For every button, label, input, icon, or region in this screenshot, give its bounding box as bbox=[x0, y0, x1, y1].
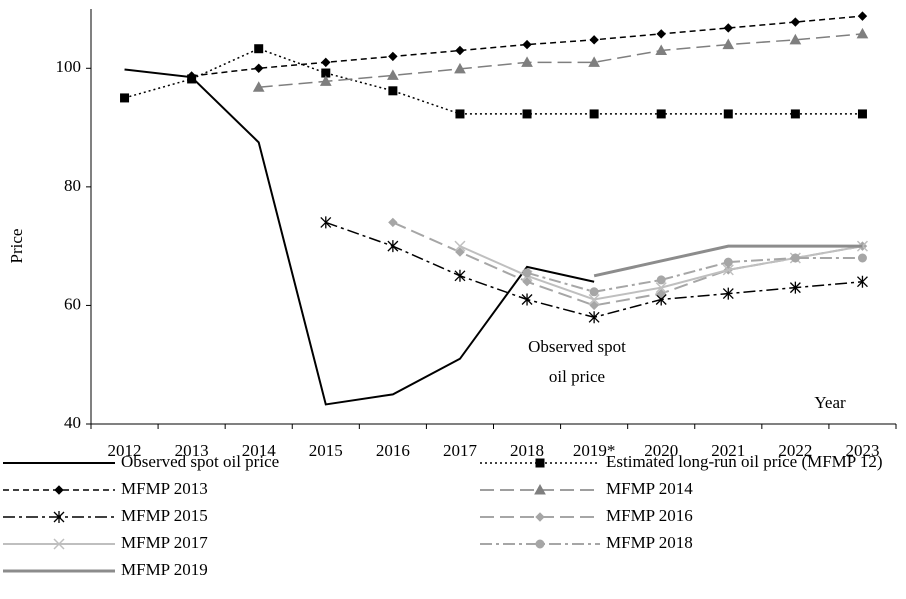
marker bbox=[455, 247, 465, 257]
marker bbox=[589, 300, 599, 311]
marker bbox=[722, 264, 734, 276]
marker bbox=[522, 39, 532, 50]
marker bbox=[789, 281, 801, 294]
series-line bbox=[593, 244, 863, 278]
marker bbox=[455, 45, 465, 56]
marker bbox=[856, 27, 869, 39]
marker bbox=[320, 216, 332, 229]
x-tick-label: 2023 bbox=[845, 441, 879, 460]
x-axis-label: Year bbox=[814, 393, 846, 412]
marker bbox=[588, 56, 600, 67]
y-tick-label: 100 bbox=[56, 57, 82, 76]
x-tick-label: 2019* bbox=[573, 441, 616, 460]
marker bbox=[589, 287, 599, 297]
x-tick-label: 2015 bbox=[309, 441, 343, 460]
marker bbox=[656, 288, 666, 299]
marker bbox=[723, 257, 733, 267]
legend-label: Estimated long-run oil price (MFMP 12) bbox=[606, 452, 883, 471]
marker bbox=[388, 217, 398, 228]
marker bbox=[589, 35, 599, 45]
x-tick-label: 2020 bbox=[644, 441, 678, 460]
legend-label: MFMP 2016 bbox=[606, 506, 693, 525]
legend-label: Observed spot oil price bbox=[121, 452, 279, 471]
marker bbox=[790, 253, 800, 263]
marker bbox=[454, 240, 466, 252]
marker bbox=[722, 287, 734, 300]
marker bbox=[789, 33, 802, 45]
legend-marker bbox=[54, 485, 64, 495]
legend-marker bbox=[53, 511, 65, 523]
marker bbox=[857, 253, 867, 263]
annotation: oil price bbox=[549, 367, 605, 386]
legend-label: MFMP 2014 bbox=[606, 479, 693, 498]
legend-label: MFMP 2018 bbox=[606, 533, 693, 552]
legend-label: MFMP 2017 bbox=[121, 533, 208, 552]
marker bbox=[522, 109, 532, 119]
marker bbox=[656, 109, 666, 119]
marker bbox=[388, 86, 398, 96]
marker bbox=[388, 51, 398, 62]
marker bbox=[522, 268, 532, 278]
y-tick-label: 40 bbox=[64, 413, 81, 432]
marker bbox=[856, 275, 868, 288]
legend-label: MFMP 2015 bbox=[121, 506, 208, 525]
marker bbox=[252, 81, 265, 92]
annotation: Observed spot bbox=[528, 337, 626, 356]
marker bbox=[254, 63, 264, 73]
marker bbox=[387, 240, 399, 253]
marker bbox=[656, 29, 666, 39]
legend-marker bbox=[535, 512, 545, 522]
legend-label: MFMP 2019 bbox=[121, 560, 208, 579]
series-line bbox=[191, 15, 863, 77]
marker bbox=[589, 109, 599, 119]
marker bbox=[723, 23, 733, 33]
marker bbox=[319, 75, 332, 86]
series-line bbox=[526, 257, 863, 293]
marker bbox=[857, 11, 868, 21]
legend-label: MFMP 2013 bbox=[121, 479, 208, 498]
marker bbox=[655, 282, 667, 294]
marker bbox=[120, 93, 130, 103]
marker bbox=[454, 269, 466, 282]
legend-marker bbox=[535, 539, 545, 549]
x-tick-label: 2022 bbox=[778, 441, 812, 460]
marker bbox=[321, 57, 331, 68]
legend-marker bbox=[534, 483, 546, 495]
series-line bbox=[258, 33, 863, 89]
series-line bbox=[124, 68, 595, 406]
legend-marker bbox=[535, 458, 545, 468]
marker bbox=[522, 277, 532, 287]
y-tick-label: 80 bbox=[64, 176, 81, 195]
marker bbox=[722, 38, 735, 50]
marker bbox=[454, 62, 466, 74]
marker bbox=[588, 311, 600, 324]
marker bbox=[521, 56, 533, 67]
marker bbox=[790, 17, 801, 27]
marker bbox=[254, 44, 264, 54]
x-tick-label: 2021 bbox=[711, 441, 745, 460]
y-tick-label: 60 bbox=[64, 294, 81, 313]
marker bbox=[186, 71, 197, 81]
marker bbox=[857, 109, 867, 119]
marker bbox=[455, 109, 465, 119]
y-axis-label: Price bbox=[7, 229, 26, 264]
x-tick-label: 2014 bbox=[242, 441, 277, 460]
marker bbox=[521, 293, 533, 306]
x-tick-label: 2017 bbox=[443, 441, 478, 460]
series-line bbox=[124, 47, 863, 115]
marker bbox=[387, 69, 399, 80]
x-tick-label: 2012 bbox=[108, 441, 142, 460]
legend-marker bbox=[53, 538, 65, 550]
marker bbox=[656, 275, 666, 285]
x-tick-label: 2018 bbox=[510, 441, 544, 460]
marker bbox=[588, 293, 600, 306]
marker bbox=[655, 44, 668, 55]
x-tick-label: 2016 bbox=[376, 441, 410, 460]
x-tick-label: 2013 bbox=[175, 441, 209, 460]
marker bbox=[723, 109, 733, 119]
marker bbox=[790, 109, 800, 119]
